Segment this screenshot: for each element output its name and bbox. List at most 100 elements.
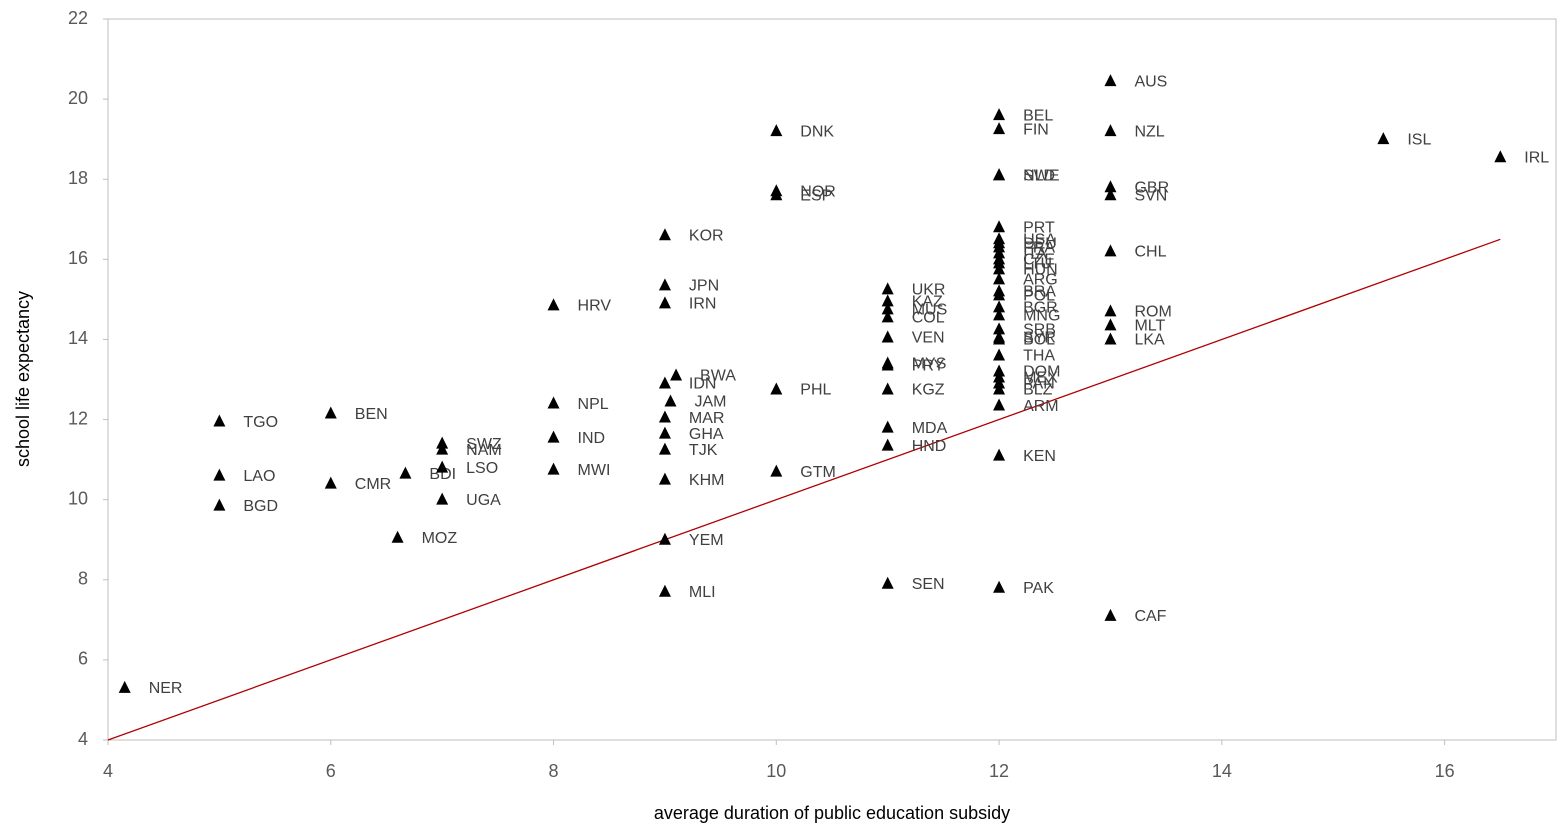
point xyxy=(881,282,894,295)
point xyxy=(324,406,337,419)
point xyxy=(1104,332,1117,345)
point xyxy=(993,288,1006,301)
point-label: BLZ xyxy=(1023,382,1053,399)
point-label: CMR xyxy=(355,476,391,493)
point-label: LKA xyxy=(1134,332,1165,349)
point-label: BEL xyxy=(1023,107,1053,124)
x-tick-label: 14 xyxy=(1212,761,1232,781)
point xyxy=(658,472,671,485)
point xyxy=(658,228,671,241)
point-label: GHA xyxy=(689,426,724,443)
point xyxy=(436,442,449,455)
point-label: GTM xyxy=(800,464,836,481)
point xyxy=(993,246,1006,259)
point-label: JAM xyxy=(694,394,726,411)
point xyxy=(436,460,449,473)
point-label: KAZ xyxy=(912,294,943,311)
point xyxy=(658,410,671,423)
x-tick-label: 10 xyxy=(766,761,786,781)
point xyxy=(881,294,894,307)
point xyxy=(1494,150,1507,163)
point xyxy=(881,358,894,371)
point-label: ARM xyxy=(1023,398,1059,415)
point-label: CZE xyxy=(1023,252,1055,269)
point-label: PAN xyxy=(1023,376,1055,393)
point xyxy=(1104,74,1117,87)
y-tick-label: 4 xyxy=(78,729,88,749)
point xyxy=(547,298,560,311)
point-label: HND xyxy=(912,438,947,455)
point xyxy=(881,310,894,323)
point xyxy=(1104,124,1117,137)
point-label: MYS xyxy=(912,356,947,373)
point-label: IDN xyxy=(689,376,717,393)
point xyxy=(993,448,1006,461)
point xyxy=(993,308,1006,321)
point xyxy=(770,124,783,137)
point-label: SRB xyxy=(1023,322,1056,339)
point xyxy=(993,108,1006,121)
point-label: SEN xyxy=(912,576,945,593)
point-label: LAO xyxy=(243,468,275,485)
y-axis-label: school life expectancy xyxy=(13,291,33,467)
point-label: PAK xyxy=(1023,580,1054,597)
y-tick-label: 6 xyxy=(78,649,88,669)
point-label: NAM xyxy=(466,442,502,459)
point-label: ROM xyxy=(1134,304,1171,321)
point-label: HRV xyxy=(578,298,612,315)
point-label: KHM xyxy=(689,472,725,489)
x-tick-label: 6 xyxy=(326,761,336,781)
point-label: MAR xyxy=(689,410,725,427)
point xyxy=(658,278,671,291)
point-label: SVN xyxy=(1134,187,1167,204)
point xyxy=(213,498,226,511)
point xyxy=(658,296,671,309)
point xyxy=(658,426,671,439)
point-label: ITA xyxy=(1023,246,1047,263)
point-label: BWA xyxy=(700,368,736,385)
point-label: HUN xyxy=(1023,262,1058,279)
point-label: NOR xyxy=(800,183,836,200)
point-label: VEN xyxy=(912,330,945,347)
point xyxy=(399,466,412,479)
point-label: BGD xyxy=(243,498,278,515)
point xyxy=(118,680,131,693)
y-tick-label: 20 xyxy=(68,88,88,108)
point-label: BDI xyxy=(429,466,456,483)
y-tick-label: 10 xyxy=(68,488,88,508)
point xyxy=(881,576,894,589)
point-label: FIN xyxy=(1023,121,1049,138)
point xyxy=(993,376,1006,389)
point xyxy=(881,302,894,315)
point xyxy=(993,122,1006,135)
point-label: MWI xyxy=(578,462,611,479)
point-label: MNG xyxy=(1023,308,1060,325)
point xyxy=(213,414,226,427)
point-label: IND xyxy=(578,430,606,447)
point xyxy=(664,394,677,407)
point-label: CAF xyxy=(1134,608,1166,625)
point xyxy=(1377,132,1390,145)
point xyxy=(770,382,783,395)
point xyxy=(1104,304,1117,317)
point-label: MEX xyxy=(1023,370,1058,387)
point-label: MUS xyxy=(912,302,948,319)
point-label: GBR xyxy=(1134,179,1169,196)
point-label: DOM xyxy=(1023,364,1060,381)
point xyxy=(547,396,560,409)
y-tick-label: 8 xyxy=(78,569,88,589)
point-label: BEN xyxy=(355,406,388,423)
point-label: ARG xyxy=(1023,272,1058,289)
point-label: NLD xyxy=(1023,167,1055,184)
point xyxy=(993,262,1006,275)
point-label: FRA xyxy=(1023,240,1055,257)
point xyxy=(993,348,1006,361)
point xyxy=(1104,608,1117,621)
point xyxy=(993,382,1006,395)
point-label: TGO xyxy=(243,414,278,431)
point-label: KGZ xyxy=(912,382,945,399)
y-tick-label: 14 xyxy=(68,328,88,348)
point xyxy=(881,330,894,343)
point-label: NER xyxy=(149,680,183,697)
